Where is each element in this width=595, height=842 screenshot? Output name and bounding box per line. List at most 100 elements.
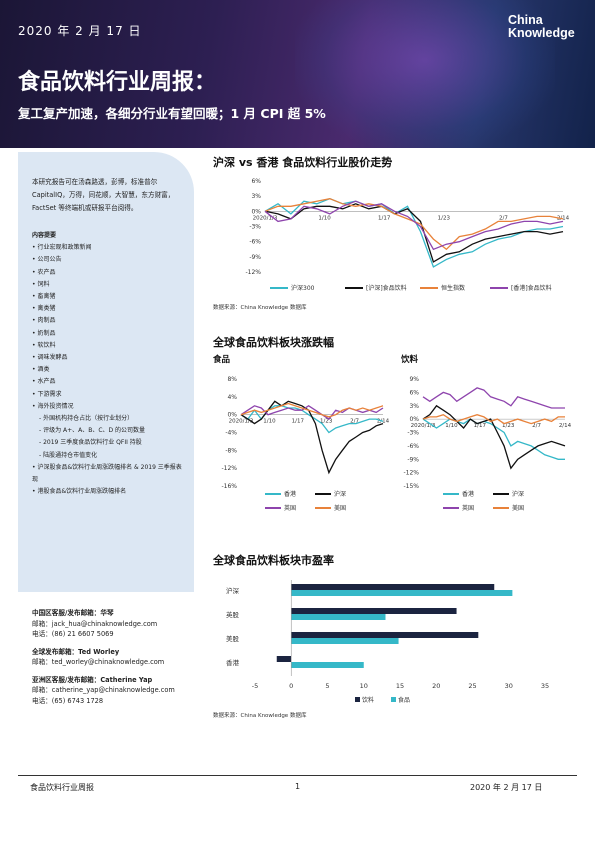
y-tick-label: -3% — [249, 224, 261, 231]
contents-item: 软饮料 — [32, 340, 187, 352]
x-tick-label: 2020/1/3 — [253, 215, 278, 221]
contact-email[interactable]: 邮箱：catherine_yap@chinaknowledge.com — [32, 686, 175, 694]
x-tick-label: 2020/1/3 — [411, 423, 436, 429]
y-tick-label: -9% — [407, 456, 419, 463]
chart2a-food: 8% 4% 0% -4% -8% -12% -16% 2020/1/3 1/10 1/17 1/23… — [221, 376, 390, 512]
bar — [291, 632, 479, 638]
y-tick-label: -12% — [221, 465, 237, 472]
x-tick-label: 1/17 — [474, 423, 487, 429]
series-line — [422, 413, 565, 425]
contact-group: 全球发布邮箱：Ted Worley 邮箱：ted_worley@chinaknow… — [32, 647, 175, 668]
legend-label: 美国 — [334, 504, 346, 512]
series-line — [240, 400, 384, 475]
bar — [291, 638, 399, 644]
footer-date: 2020 年 2 月 17 日 — [470, 783, 543, 792]
series-line — [264, 198, 564, 251]
china-knowledge-logo: China Knowledge — [508, 14, 575, 40]
contents-item: 畜禽猪 — [32, 291, 187, 303]
x-tick-label: 0 — [289, 682, 293, 690]
footer-divider — [18, 775, 577, 776]
sidebar-contents: 内容提要 行业宏观和政策新闻公司公告农产品饲料畜禽猪禽类猪肉制品奶制品软饮料调味… — [32, 230, 187, 498]
series-line — [240, 402, 384, 418]
x-tick-label: 25 — [468, 682, 476, 690]
bar — [291, 662, 364, 668]
x-tick-label: 1/10 — [318, 215, 331, 221]
logo-line1: China — [508, 13, 543, 27]
category-label: 美股 — [226, 634, 240, 643]
legend-label: [沪深]食品饮料 — [366, 284, 407, 292]
footer-page-number: 1 — [295, 782, 301, 791]
header-banner: 2020 年 2 月 17 日 食品饮料行业周报： 复工复产加速，各细分行业有望… — [0, 0, 595, 148]
contents-item: 奶制品 — [32, 328, 187, 340]
chart1-hk-sh-price-trend: 6% 3% 0% -3% -6% -9% -12% 2020/1/3 1/10 1/17 1/23 2… — [245, 178, 570, 292]
legend-label: 沪深 — [334, 490, 346, 498]
legend-label: [香港]食品饮料 — [511, 284, 552, 292]
banner-glow — [295, 0, 555, 148]
contents-item: 海外投资情况 — [32, 401, 187, 413]
category-label: 沪深 — [226, 586, 240, 595]
chart1-title: 沪深 vs 香港 食品饮料行业股价走势 — [213, 156, 393, 169]
y-tick-label: -6% — [407, 443, 419, 450]
contents-list: 行业宏观和政策新闻公司公告农产品饲料畜禽猪禽类猪肉制品奶制品软饮料调味发酵品酒类… — [32, 242, 187, 498]
contents-item: 下游需求 — [32, 389, 187, 401]
contents-item: 2019 三季度食品饮料行业 QFII 持股 — [32, 437, 187, 449]
contents-item: 禽类猪 — [32, 303, 187, 315]
chart1-source: 数据来源：China Knowledge 数据库 — [213, 305, 307, 311]
contact-phone: 电话：(65) 6743 1728 — [32, 696, 104, 705]
x-tick-label: 1/10 — [445, 423, 458, 429]
series-line — [422, 404, 566, 470]
contents-item: 酒类 — [32, 364, 187, 376]
report-subtitle: 复工复产加速，各细分行业有望回暖；1 月 CPI 超 5% — [18, 106, 326, 121]
series-line — [264, 200, 564, 251]
legend-label: 沪深 — [512, 490, 524, 498]
contact-title: 亚洲区客服/发布邮箱：Catherine Yap — [32, 675, 153, 684]
chart3-source: 数据来源：China Knowledge 数据库 — [213, 713, 307, 719]
y-tick-label: -9% — [249, 254, 261, 261]
report-date: 2020 年 2 月 17 日 — [18, 24, 142, 38]
y-tick-label: -4% — [225, 430, 237, 437]
contents-item: 饲料 — [32, 279, 187, 291]
x-tick-label: 2/14 — [559, 423, 572, 429]
contents-item: 调味发酵品 — [32, 352, 187, 364]
y-tick-label: 6% — [409, 389, 419, 396]
bar — [291, 614, 386, 620]
x-tick-label: 15 — [396, 682, 404, 690]
contact-group: 亚洲区客服/发布邮箱：Catherine Yap 邮箱：catherine_yap… — [32, 675, 175, 707]
y-tick-label: 3% — [251, 193, 261, 200]
chart3-title: 全球食品饮料板块市盈率 — [213, 554, 334, 567]
y-tick-label: 3% — [409, 403, 419, 410]
legend-label: 恒生指数 — [441, 284, 465, 292]
contents-heading: 内容提要 — [32, 232, 57, 239]
contents-item: 外国机构持仓占比（按行业划分） — [32, 413, 187, 425]
y-tick-label: 9% — [409, 376, 419, 383]
category-label: 香港 — [226, 658, 240, 667]
contents-item: 港股食品&饮料行业周涨跌幅排名 — [32, 486, 187, 498]
contact-phone: 电话：(86) 21 6607 5069 — [32, 630, 114, 638]
x-tick-label: 1/23 — [502, 423, 515, 429]
sidebar-intro: 本研究报告可在汤森路透，彭博，标准普尔 CapitalIQ，万得，同花顺，大智慧… — [32, 178, 175, 212]
contact-email[interactable]: 邮箱：jack_hua@chinaknowledge.com — [32, 619, 158, 628]
contents-item: 行业宏观和政策新闻 — [32, 242, 187, 254]
legend-label: 香港 — [462, 490, 474, 498]
chart2a-subtitle: 食品 — [213, 355, 231, 365]
y-tick-label: 8% — [227, 376, 237, 383]
bar — [291, 584, 495, 590]
x-tick-label: 30 — [505, 682, 513, 690]
contents-item: 公司公告 — [32, 254, 187, 266]
legend-label: 食品 — [398, 696, 410, 704]
contents-item: 沪深股食品&饮料行业周涨跌幅排名 & 2019 三季报表现 — [32, 462, 187, 486]
y-tick-label: -16% — [221, 483, 237, 490]
logo-line2: Knowledge — [508, 26, 575, 40]
x-tick-label: 2/14 — [557, 215, 570, 221]
series-line — [264, 203, 564, 263]
x-tick-label: 2020/1/3 — [229, 419, 254, 425]
series-line — [264, 198, 564, 268]
y-tick-label: -12% — [245, 269, 261, 276]
y-tick-label: 4% — [227, 394, 237, 401]
x-tick-label: 2/14 — [377, 419, 390, 425]
legend-label: 英国 — [462, 504, 474, 512]
y-tick-label: -3% — [407, 430, 419, 437]
bar — [276, 656, 292, 662]
y-tick-label: 0% — [409, 416, 419, 423]
contact-email[interactable]: 邮箱：ted_worley@chinaknowledge.com — [32, 658, 165, 666]
